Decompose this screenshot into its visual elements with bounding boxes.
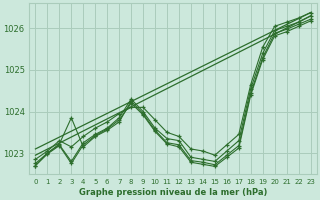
X-axis label: Graphe pression niveau de la mer (hPa): Graphe pression niveau de la mer (hPa) xyxy=(79,188,267,197)
